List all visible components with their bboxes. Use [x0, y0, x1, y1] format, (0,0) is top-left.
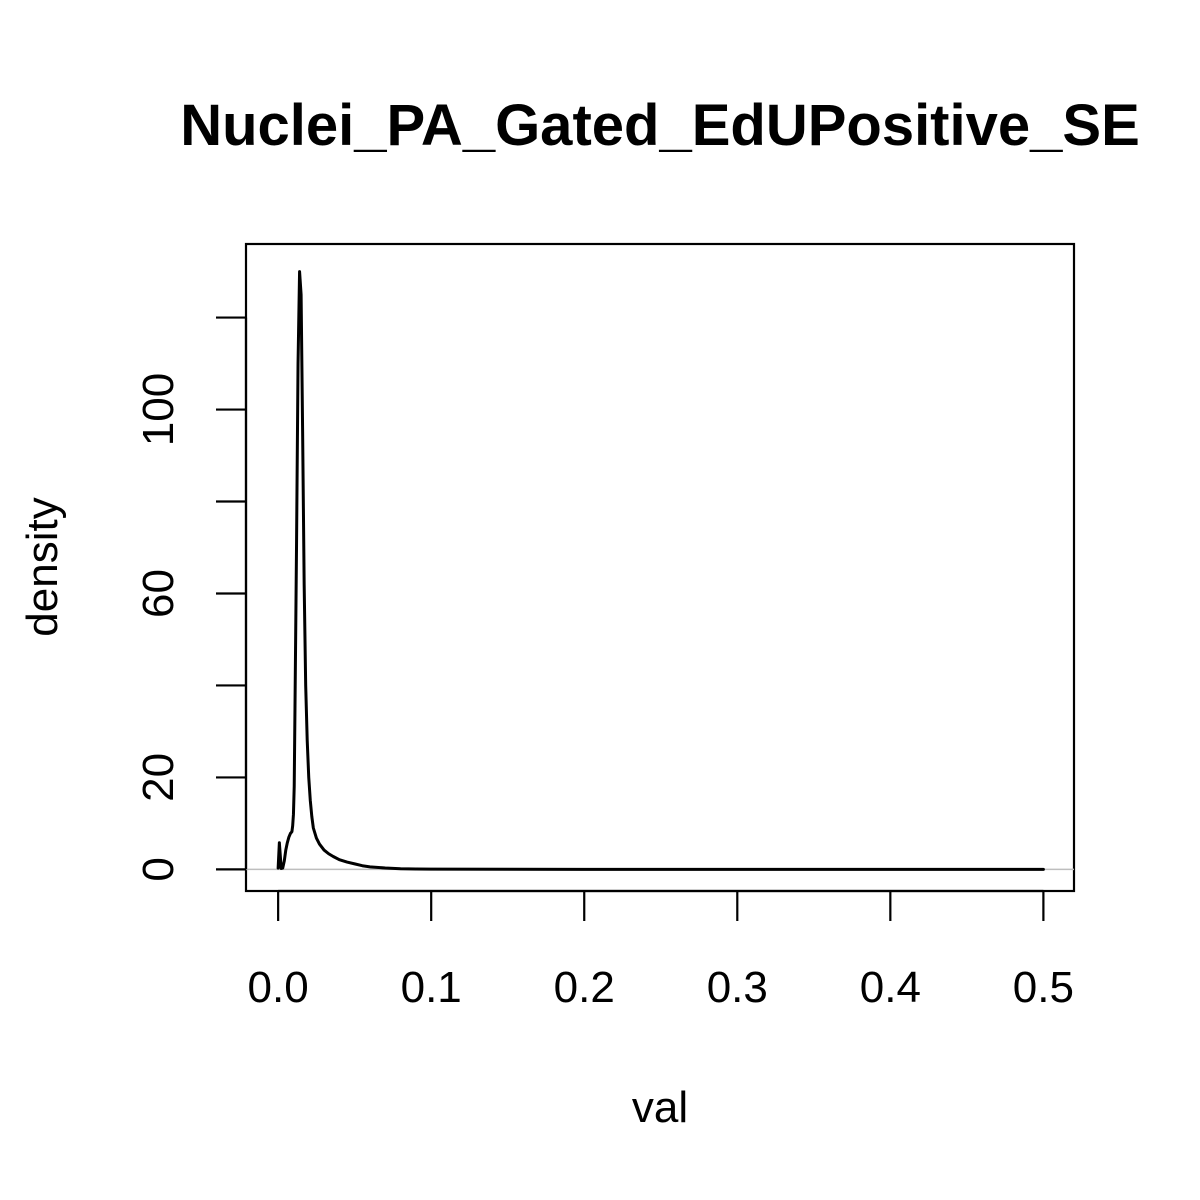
y-tick-label: 100 — [134, 373, 183, 446]
y-axis-label: density — [18, 497, 67, 636]
x-axis: 0.0 0.1 0.2 0.3 0.4 0.5 — [248, 889, 1074, 1012]
x-tick-label: 0.1 — [401, 963, 462, 1012]
x-tick-label: 0.2 — [554, 963, 615, 1012]
y-tick-label: 20 — [134, 753, 183, 802]
x-tick-label: 0.4 — [860, 963, 921, 1012]
x-tick-label: 0.0 — [248, 963, 309, 1012]
y-tick-label: 0 — [134, 857, 183, 881]
density-curve — [276, 270, 1045, 871]
y-tick-label: 60 — [134, 569, 183, 618]
x-tick-label: 0.5 — [1013, 963, 1074, 1012]
y-axis: 0 20 60 100 — [134, 316, 248, 882]
chart-title: Nuclei_PA_Gated_EdUPositive_SE — [180, 93, 1140, 158]
x-axis-label: val — [632, 1083, 688, 1132]
plot-frame — [244, 242, 1076, 893]
x-tick-label: 0.3 — [707, 963, 768, 1012]
